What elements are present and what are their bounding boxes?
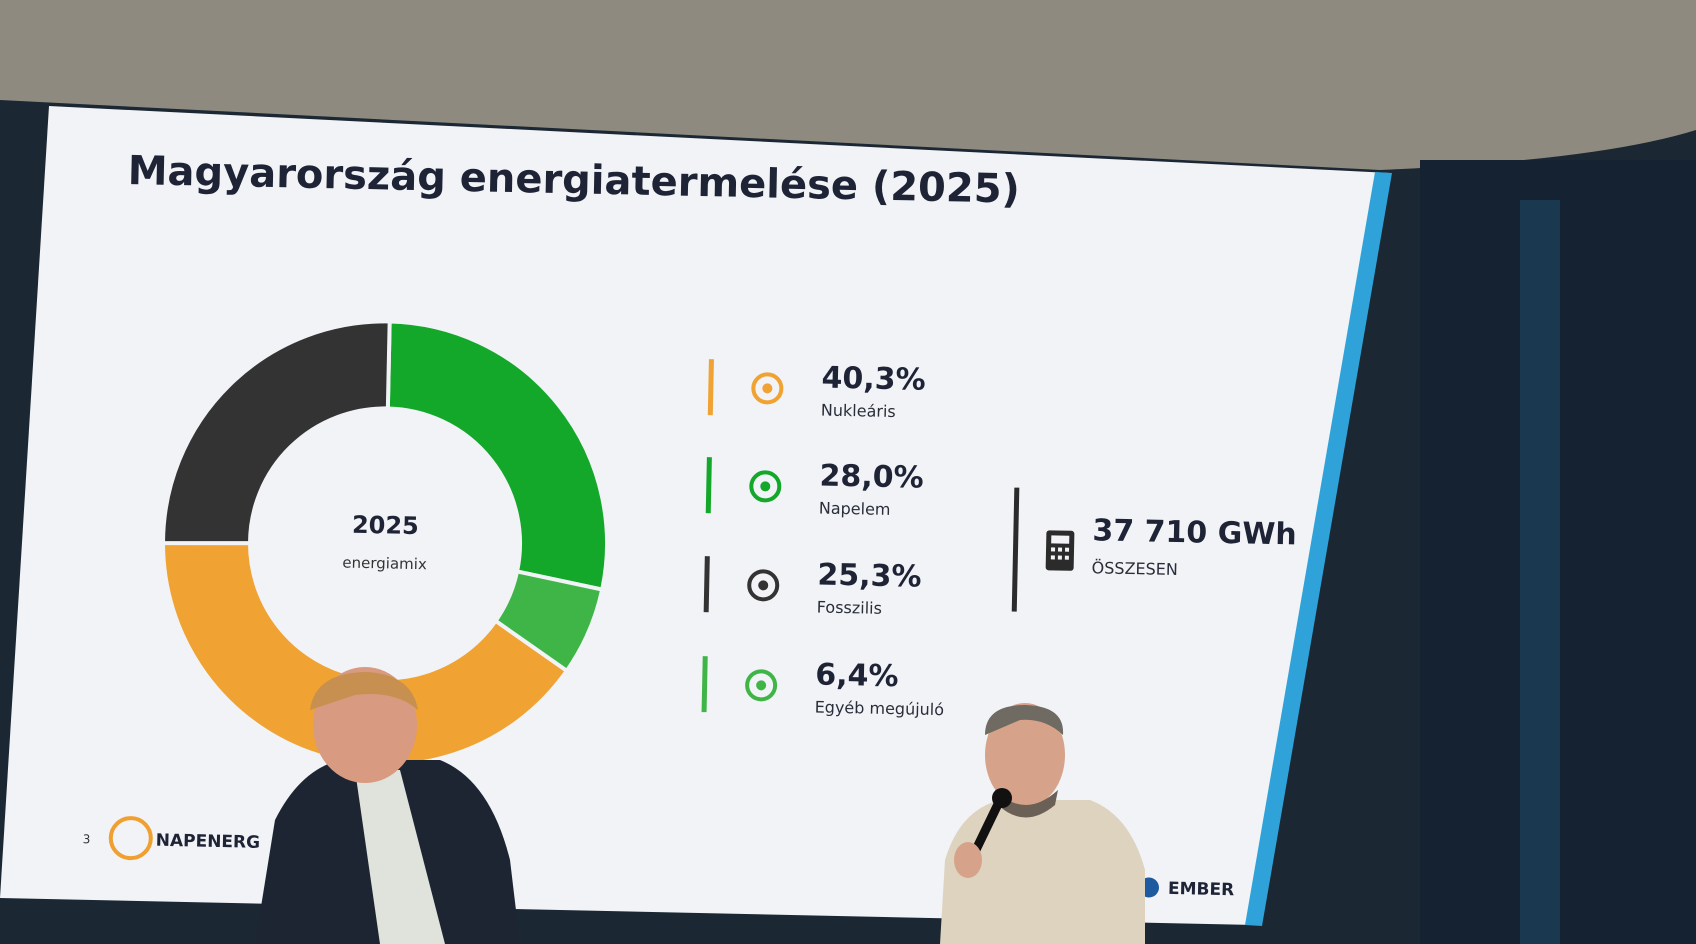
legend-label: Napelem [819, 498, 891, 518]
ember-text: EMBER [1168, 879, 1235, 900]
icon-shape [747, 569, 780, 602]
slide-accent [1245, 172, 1392, 926]
ceiling [0, 0, 1696, 170]
page-number: 3 [83, 832, 91, 846]
legend-value: 28,0% [819, 459, 924, 496]
legend-bar [701, 656, 708, 713]
legend-icon [745, 669, 778, 702]
legend-value: 40,3% [821, 361, 926, 398]
icon-shape [745, 669, 778, 702]
calculator-icon [1045, 530, 1075, 571]
logo-mark [108, 816, 153, 861]
icon-dot [756, 680, 767, 691]
legend-bar [707, 359, 714, 416]
icon-shape [751, 372, 784, 405]
total-bar [1011, 487, 1020, 612]
total-value: 37 710 GWh [1092, 513, 1297, 552]
legend-bar [703, 556, 710, 613]
center-sublabel: energiamix [342, 554, 427, 574]
icon-dot [762, 383, 773, 394]
legend-value: 25,3% [817, 557, 922, 594]
icon-shape [749, 470, 782, 503]
legend-label: Nukleáris [821, 401, 896, 422]
logo-text: NAPENERG [156, 831, 261, 853]
donut-slice [161, 319, 392, 546]
icon-dot [758, 580, 769, 591]
total-caption: ÖSSZESEN [1091, 558, 1178, 579]
legend-label: Fosszilis [817, 597, 883, 617]
center-label: 2025 [352, 511, 419, 540]
legend-value: 6,4% [815, 657, 899, 694]
donut-slice [385, 319, 610, 592]
slide-content: Magyarország energiatermelése (2025) 202… [83, 148, 1297, 900]
legend-bar [705, 457, 712, 514]
person-left [255, 667, 520, 944]
legend-icon [751, 372, 784, 405]
legend-icon [749, 470, 782, 503]
person-right [940, 703, 1145, 944]
stage-stripe [1520, 200, 1560, 944]
legend-icon [747, 569, 780, 602]
icon-dot [760, 481, 771, 492]
legend-label: Egyéb megújuló [814, 697, 944, 719]
